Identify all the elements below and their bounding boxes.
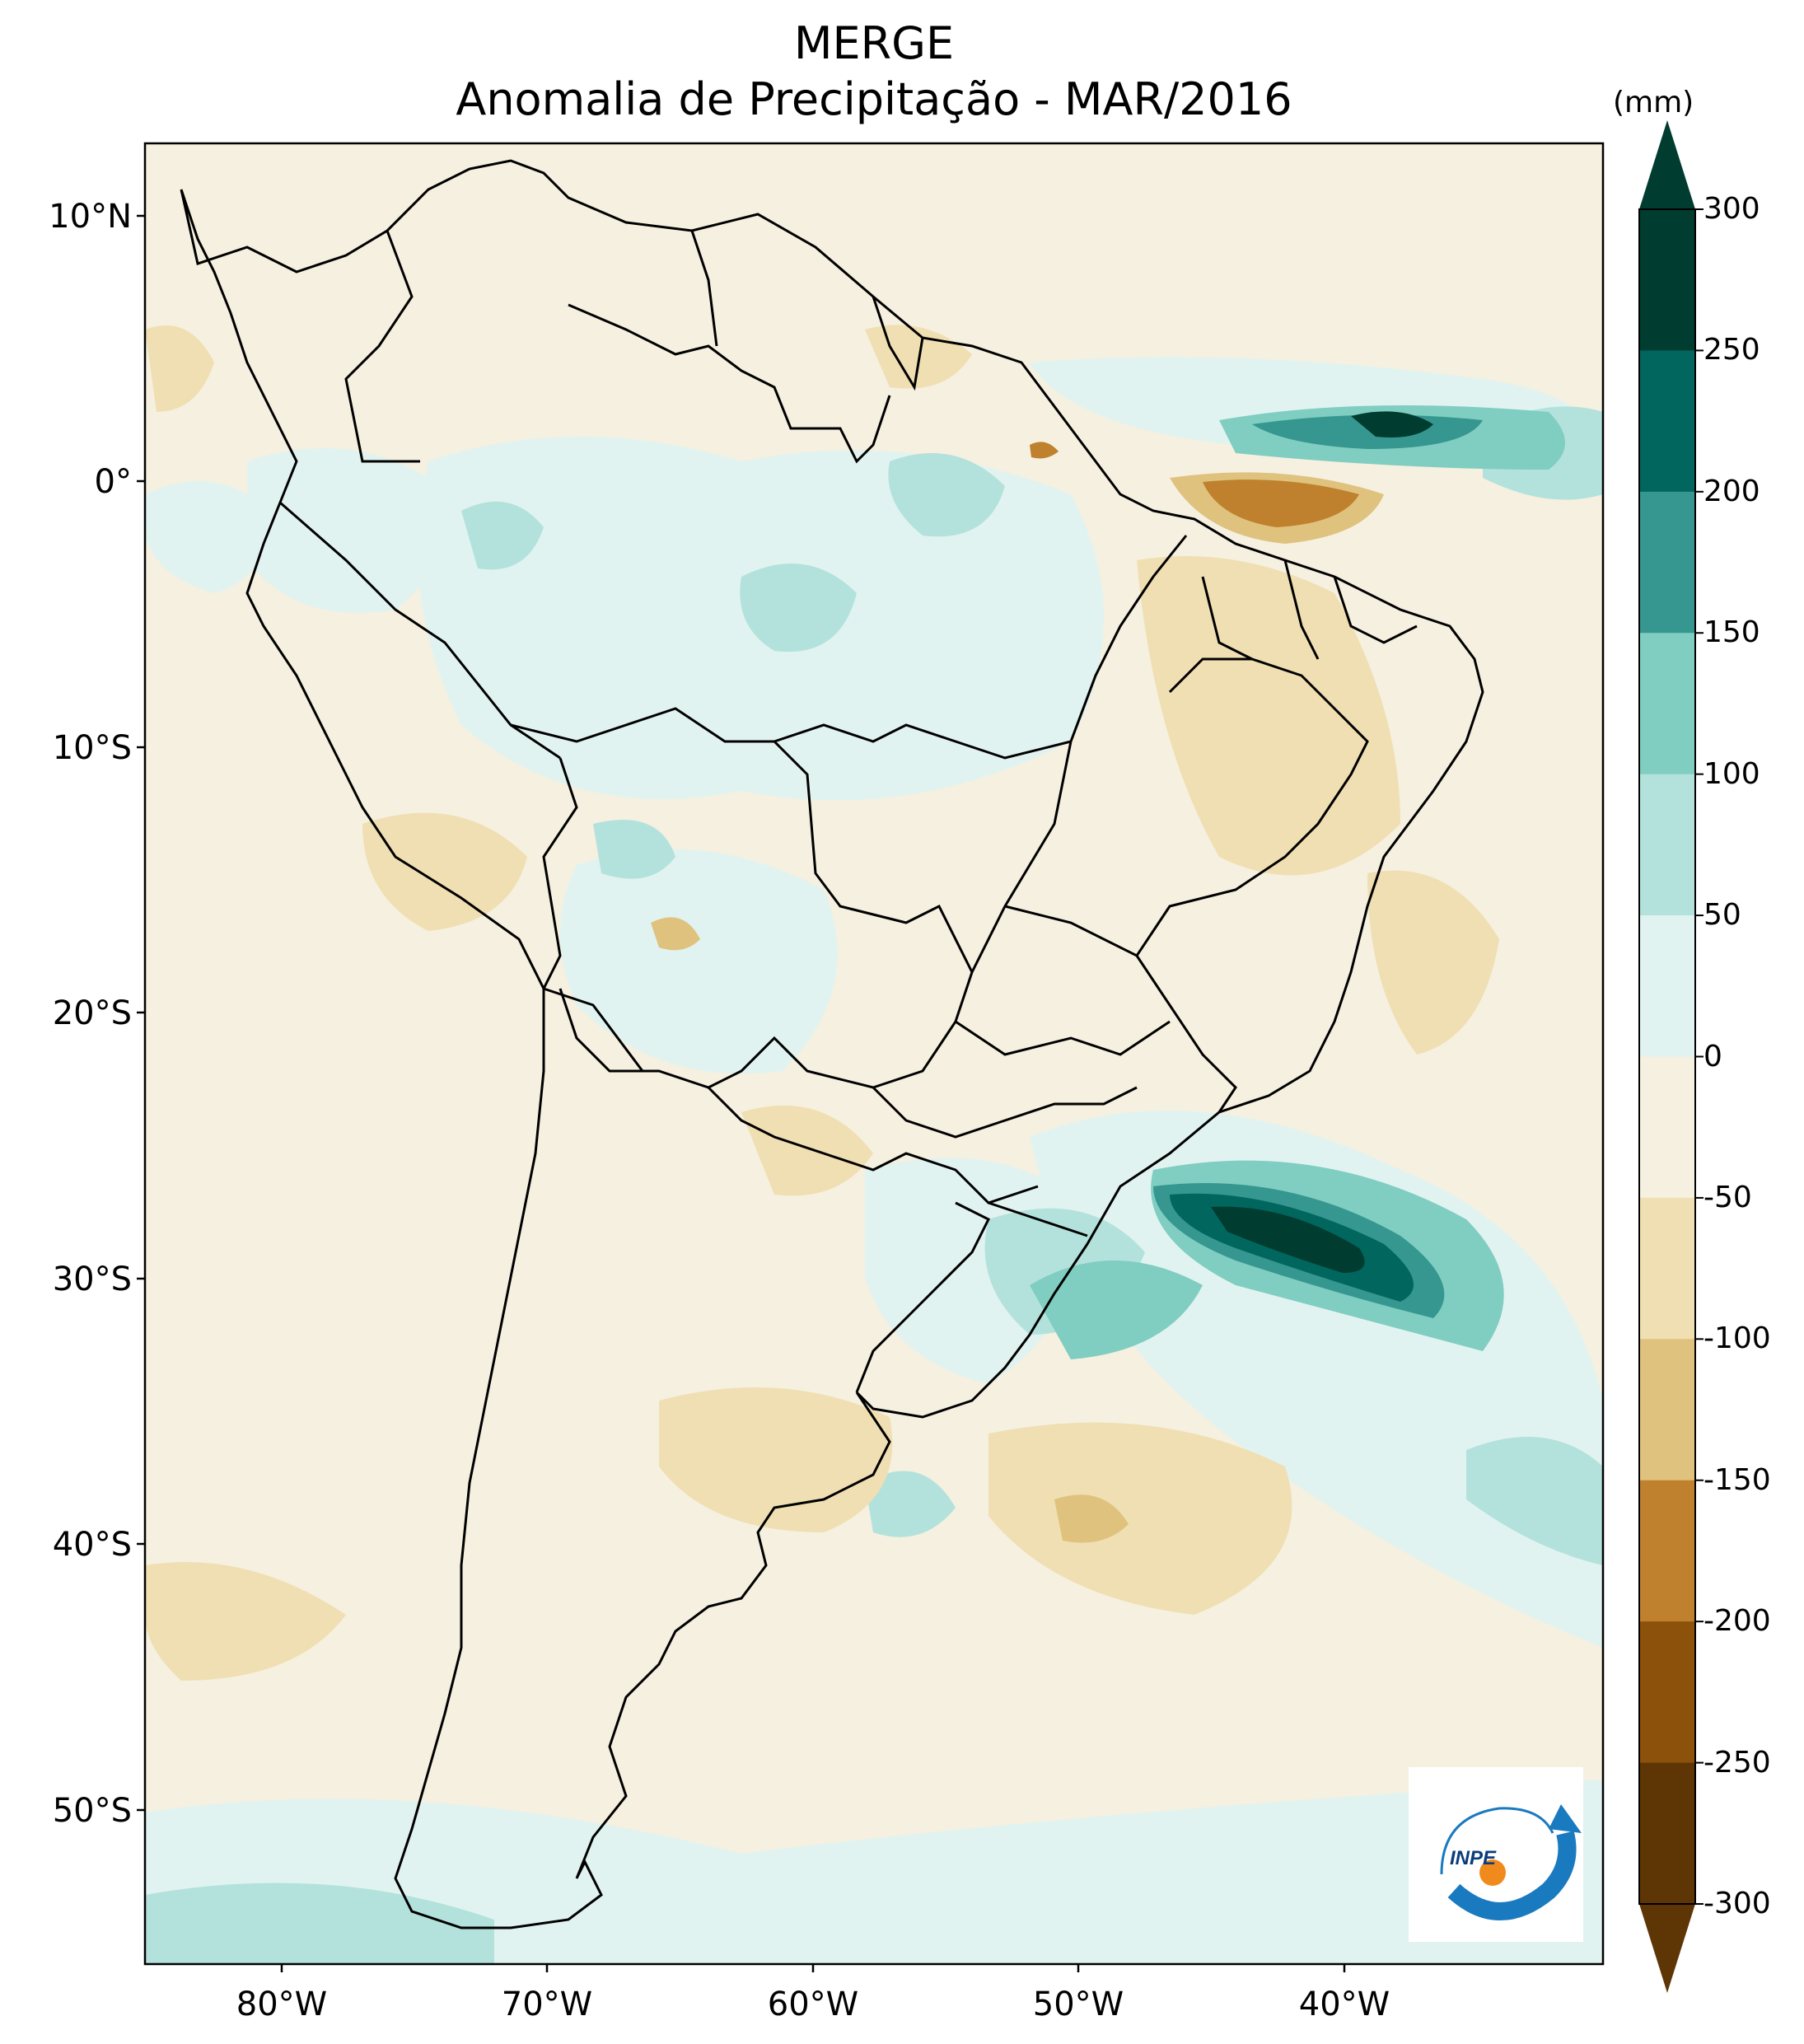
colorbar-segment — [1639, 350, 1695, 493]
colorbar-label: 0 — [1704, 1040, 1722, 1073]
colorbar-segment — [1639, 209, 1695, 351]
colorbar-segment — [1639, 1480, 1695, 1622]
inpe-logo-icon: INPE — [1440, 1804, 1582, 1920]
colorbar-label: -150 — [1704, 1463, 1771, 1497]
colorbar-segment — [1639, 1339, 1695, 1481]
colorbar-units: (mm) — [1613, 86, 1694, 119]
colorbar-label: 50 — [1704, 898, 1741, 932]
colorbar-label: 100 — [1704, 757, 1760, 791]
lat-label-10n: 10°N — [49, 198, 132, 236]
lat-label-30s: 30°S — [52, 1261, 132, 1298]
lat-label-0: 0° — [94, 463, 132, 501]
colorbar-segment — [1639, 1621, 1695, 1764]
max-positive-areas — [1211, 411, 1433, 1273]
lon-label-60w: 60°W — [767, 1986, 859, 2023]
lon-label-80w: 80°W — [236, 1986, 328, 2023]
weak-negative-areas — [145, 325, 1499, 1681]
lat-label-50s: 50°S — [52, 1792, 132, 1830]
strong-negative-areas — [1030, 442, 1359, 527]
colorbar-segment — [1639, 1197, 1695, 1340]
map-title: MERGE — [793, 17, 955, 69]
lon-label-70w: 70°W — [501, 1986, 593, 2023]
logo-text: INPE — [1450, 1847, 1497, 1869]
colorbar-label: -100 — [1704, 1321, 1771, 1355]
colorbar-max-extension — [1639, 120, 1695, 209]
colorbar-segment — [1639, 633, 1695, 775]
lat-label-20s: 20°S — [52, 994, 132, 1032]
lon-label-50w: 50°W — [1032, 1986, 1124, 2023]
colorbar-min-extension — [1639, 1904, 1695, 1993]
axis-ticks — [137, 214, 1346, 1972]
colorbar-label: -200 — [1704, 1604, 1771, 1638]
colorbar — [1638, 120, 1704, 1993]
colorbar-label: -300 — [1704, 1887, 1771, 1920]
colorbar-segment — [1639, 915, 1695, 1057]
colorbar-label: -250 — [1704, 1746, 1771, 1780]
colorbar-label: -50 — [1704, 1181, 1752, 1214]
colorbar-segment — [1639, 1762, 1695, 1905]
country-borders — [180, 159, 1484, 1929]
map-subtitle: Anomalia de Precipitação - MAR/2016 — [456, 73, 1292, 125]
map-frame — [143, 142, 1605, 1966]
colorbar-label: 250 — [1704, 333, 1760, 367]
lat-label-40s: 40°S — [52, 1526, 132, 1564]
anomaly-field — [145, 143, 1603, 1964]
colorbar-segment — [1639, 774, 1695, 916]
lon-label-40w: 40°W — [1298, 1986, 1390, 2023]
colorbar-label: 200 — [1704, 475, 1760, 508]
colorbar-label: 150 — [1704, 615, 1760, 649]
lat-label-10s: 10°S — [52, 729, 132, 767]
inpe-logo: INPE — [1409, 1767, 1583, 1942]
colorbar-segment — [1639, 491, 1695, 634]
colorbar-segment — [1639, 1056, 1695, 1199]
colorbar-label: 300 — [1704, 192, 1760, 226]
